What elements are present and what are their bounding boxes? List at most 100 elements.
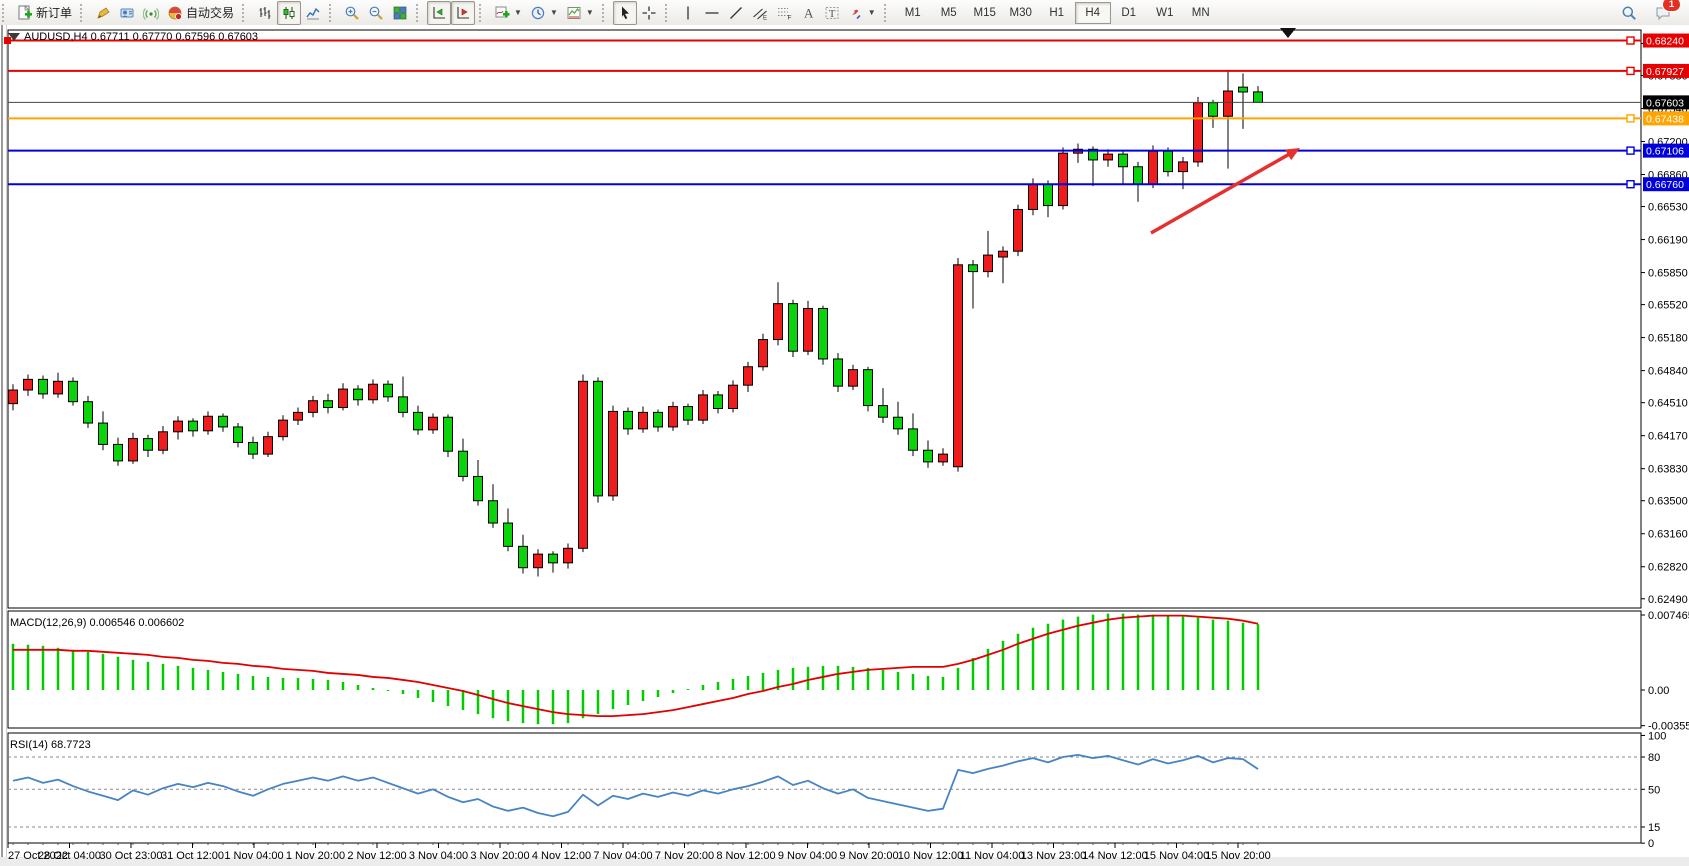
text-tool-button[interactable]: A [796,1,820,25]
candle [413,411,423,431]
macd-axis-tick: 0.007465 [1648,610,1689,622]
candle [848,369,858,387]
crosshair-tool-button[interactable] [637,1,661,25]
candle [188,420,198,432]
autotrading-button[interactable]: 自动交易 [163,1,238,25]
timeframe-m15-button[interactable]: M15 [973,6,996,19]
candle [8,389,18,405]
autotrade-icon [168,6,182,20]
price-axis-tick: 0.62490 [1648,594,1688,606]
candle [1253,91,1263,103]
notifications-button[interactable]: 1 [1651,0,1681,25]
metaeditor-button[interactable] [115,1,139,25]
line-handle[interactable] [1626,114,1635,123]
trend-arrow[interactable] [1150,151,1293,235]
new-order-button[interactable]: 新订单 [13,1,76,25]
zoom-out-button[interactable] [364,1,388,25]
price-axis-tick: 0.64510 [1648,398,1688,410]
chart-menu-triangle-icon[interactable] [8,33,20,41]
price-tag: 0.67106 [1646,146,1684,158]
time-axis-label: 2 Nov 12:00 [347,850,406,862]
price-axis-tick: 0.63500 [1648,496,1688,508]
zoom-in-button[interactable] [340,1,364,25]
macd-axis-tick: 0.00 [1648,685,1669,697]
timeframe-mn-button[interactable]: MN [1191,6,1210,19]
pencil-icon [97,6,110,19]
timeframe-d1-button[interactable]: D1 [1121,6,1137,19]
timeframe-m30-button[interactable]: M30 [1009,6,1032,19]
channel-tool-button[interactable]: E [748,1,772,25]
timeframe-h4-button[interactable]: H4 [1074,1,1111,24]
candle [98,422,108,445]
price-tag: 0.67603 [1646,97,1684,109]
line-handle[interactable] [1626,36,1635,45]
text-label-tool-button[interactable]: T [820,1,844,25]
periods-button[interactable]: ▼ [526,1,562,25]
toolbar-grip [2,3,9,22]
line-handle[interactable] [1626,66,1635,76]
cursor-tool-button[interactable] [612,0,637,25]
timeframe-w1-button[interactable]: W1 [1156,6,1174,19]
toolbar-grip [416,3,423,22]
line-handle[interactable] [4,37,11,45]
candle [428,416,438,431]
auto-scroll-button[interactable] [451,0,476,25]
chevron-down-icon[interactable]: ▼ [514,8,522,17]
trend-arrow-head[interactable] [1285,148,1300,161]
price-tag: 0.67438 [1646,113,1684,125]
chevron-down-icon[interactable]: ▼ [867,8,876,17]
price-axis-tick: 0.63830 [1648,464,1688,476]
price-tag: 0.68240 [1646,36,1684,48]
metaeditor-icon [120,8,134,17]
fibonacci-tool-button[interactable]: F [772,1,796,25]
chevron-down-icon[interactable]: ▼ [585,8,594,17]
chart-shift-button[interactable] [427,0,452,25]
search-button[interactable] [1617,1,1641,25]
horizontal-line-tool-button[interactable] [700,1,724,25]
tile-windows-button[interactable] [388,1,412,25]
rsi-axis-tick: 100 [1648,730,1666,742]
candle [908,428,918,451]
bar-chart-mode-button[interactable] [253,1,277,25]
candle-chart-mode-button[interactable] [277,0,302,25]
vertical-line-tool-button[interactable] [676,1,700,25]
tile-windows-icon [393,6,407,19]
trendline-tool-button[interactable] [724,1,748,25]
rsi-indicator-label: RSI(14) 68.7723 [10,739,91,751]
timeframe-m5-button[interactable]: M5 [940,6,957,19]
chevron-down-icon[interactable]: ▼ [549,8,558,17]
chart-symbol-period: AUDUSD,H4 [24,31,88,43]
metaeditor-pencil-button[interactable] [91,1,115,25]
candle [878,405,888,418]
time-axis-label: 9 Nov 20:00 [839,850,898,862]
clock-icon [531,6,545,19]
candle [443,416,453,452]
candle [683,406,693,421]
text-icon: A [804,5,814,20]
price-axis-tick: 0.66190 [1648,235,1688,247]
candle [1028,183,1038,210]
indicators-button[interactable]: ▼ [490,1,526,25]
svg-text:A: A [804,5,814,20]
candle [983,254,993,273]
hline-icon [705,11,719,14]
line-chart-mode-button[interactable] [301,1,325,25]
line-chart-icon [306,7,320,19]
time-axis-label: 28 Oct 04:00 [38,850,101,862]
line-handle[interactable] [1626,146,1635,155]
candle [923,449,933,463]
down-triangle-marker[interactable] [1280,28,1296,38]
templates-button[interactable]: ▼ [562,1,598,25]
arrows-tool-button[interactable]: ▼ [844,1,880,25]
candle [1118,153,1128,168]
timeframe-m1-button[interactable]: M1 [904,6,921,19]
time-axis-label: 15 Nov 04:00 [1144,850,1209,862]
candle [758,339,768,368]
line-handle[interactable] [1626,180,1635,189]
chart-canvas[interactable]: 0.682100.678800.675400.672000.668600.665… [0,25,1689,866]
zoom-in-icon [345,6,359,20]
timeframe-h1-button[interactable]: H1 [1049,6,1065,19]
candle [1208,102,1218,117]
candle [698,394,708,421]
signals-button[interactable] [139,1,163,25]
